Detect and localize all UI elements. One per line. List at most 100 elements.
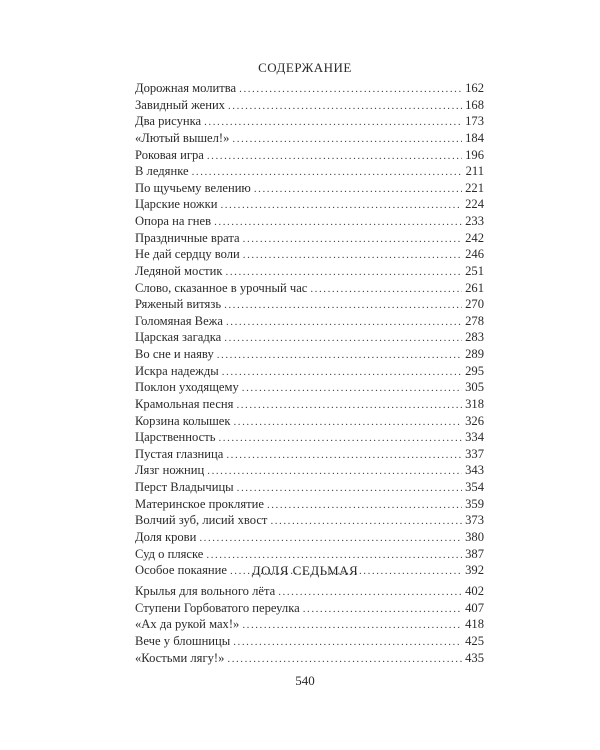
- toc-entry: Царские ножки 224: [135, 196, 484, 213]
- dot-leader: [218, 430, 462, 446]
- contents-heading: СОДЕРЖАНИЕ: [258, 60, 352, 75]
- toc-entry-page: 173: [465, 114, 484, 129]
- toc-entry-page: 196: [465, 147, 484, 162]
- dot-leader: [226, 264, 463, 280]
- toc-entry-page: 283: [465, 330, 484, 345]
- dot-leader: [278, 584, 462, 600]
- toc-entry-title: Материнское проклятие: [135, 496, 264, 511]
- toc-entry-title: Царская загадка: [135, 330, 222, 345]
- toc-entry: Во сне и наяву 289: [135, 346, 484, 363]
- toc-entry-title: Два рисунка: [135, 114, 202, 129]
- toc-entry-page: 242: [465, 230, 484, 245]
- toc-entry-page: 289: [465, 347, 484, 361]
- toc-entry-title: Голомяная Вежа: [135, 313, 223, 328]
- toc-entry-page: 387: [465, 546, 484, 561]
- toc-entry: «Костьми лягу!» 435: [135, 650, 484, 667]
- dot-leader: [224, 330, 462, 346]
- dot-leader: [243, 231, 462, 247]
- toc-entry-title: Особое покаяние: [135, 563, 227, 578]
- toc-entry: Ряженый витязь 270: [135, 296, 484, 313]
- toc-entry-title: В ледянке: [135, 164, 189, 179]
- toc-entry-title: Лязг ножниц: [135, 463, 205, 478]
- dot-leader: [243, 247, 462, 263]
- toc-entry-page: 435: [465, 650, 484, 665]
- toc-entry-page: 221: [465, 180, 484, 195]
- toc-entry: Пустая глазница 337: [135, 446, 484, 463]
- toc-entry: Слово, сказанное в урочный час 261: [135, 280, 484, 297]
- toc-entry: Вече у блошницы 425: [135, 633, 484, 650]
- toc-entry-title: Опора на гнев: [135, 214, 212, 228]
- toc-entry-title: Поклон уходящему: [135, 380, 239, 395]
- toc-entry-page: 261: [465, 280, 484, 295]
- toc-entry: Дорожная молитва 162: [135, 80, 484, 97]
- toc-entry-title: «Костьми лягу!»: [135, 650, 225, 665]
- toc-entry-title: Дорожная молитва: [135, 81, 237, 95]
- toc-entry-page: 354: [465, 480, 484, 494]
- toc-entry-title: Крамольная песня: [135, 396, 234, 411]
- toc-entry-title: Роковая игра: [135, 147, 204, 162]
- toc-entry-title: Перст Владычицы: [135, 480, 234, 494]
- toc-entry: В ледянке 211: [135, 163, 484, 180]
- toc-entry-page: 295: [465, 363, 484, 378]
- toc-entry-title: Ряженый витязь: [135, 297, 222, 312]
- toc-entry: Поклон уходящему 305: [135, 379, 484, 396]
- dot-leader: [233, 634, 462, 650]
- toc-entry-page: 326: [465, 413, 484, 428]
- toc-entry-page: 251: [465, 263, 484, 278]
- toc-entry-title: Доля крови: [135, 529, 197, 544]
- toc-entry-page: 407: [465, 600, 484, 615]
- toc-entry-page: 224: [465, 197, 484, 212]
- toc-entry-title: Суд о пляске: [135, 546, 204, 561]
- toc-entry: По щучьему велению 221: [135, 180, 484, 197]
- toc-entry-title: Не дай сердцу воли: [135, 247, 240, 262]
- dot-leader: [239, 81, 462, 97]
- toc-entry-title: Корзина колышек: [135, 413, 231, 428]
- toc-entry-page: 337: [465, 446, 484, 461]
- toc-entry-page: 334: [465, 430, 484, 445]
- toc-entry-title: По щучьему велению: [135, 180, 251, 195]
- dot-leader: [220, 197, 462, 213]
- toc-entry-title: Во сне и наяву: [135, 347, 214, 361]
- toc-entry-title: Ступени Горбоватого переулка: [135, 600, 300, 615]
- toc-entry-page: 270: [465, 297, 484, 312]
- toc-entry: Крылья для вольного лёта 402: [135, 583, 484, 600]
- toc-entry-title: Царские ножки: [135, 197, 218, 212]
- dot-leader: [217, 347, 462, 363]
- dot-leader: [214, 214, 462, 230]
- dot-leader: [270, 513, 462, 529]
- toc-entry-page: 246: [465, 247, 484, 262]
- dot-leader: [310, 281, 462, 297]
- dot-leader: [303, 601, 462, 617]
- toc-entry: Ступени Горбоватого переулка 407: [135, 600, 484, 617]
- toc-entry-page: 233: [465, 214, 484, 228]
- dot-leader: [207, 463, 462, 479]
- toc-entry-title: Слово, сказанное в урочный час: [135, 280, 308, 295]
- toc-entry: Материнское проклятие 359: [135, 496, 484, 513]
- toc-entry-title: Крылья для вольного лёта: [135, 584, 276, 598]
- toc-entry-page: 425: [465, 633, 484, 648]
- toc-entry: Волчий зуб, лисий хвост 373: [135, 512, 484, 529]
- dot-leader: [242, 380, 462, 396]
- dot-leader: [236, 397, 462, 413]
- toc-entry-title: Праздничные врата: [135, 230, 240, 245]
- toc-entry-page: 392: [465, 563, 484, 578]
- dot-leader: [226, 447, 462, 463]
- toc-entry: Лязг ножниц 343: [135, 462, 484, 479]
- toc-entry: Роковая игра 196: [135, 147, 484, 164]
- dot-leader: [232, 131, 462, 147]
- toc-entry-title: Царственность: [135, 430, 216, 445]
- dot-leader: [267, 497, 462, 513]
- dot-leader: [224, 297, 462, 313]
- toc-entry: Царская загадка 283: [135, 329, 484, 346]
- toc-entry: Особое покаяние 392: [135, 562, 484, 579]
- dot-leader: [254, 181, 462, 197]
- toc-entry: Крамольная песня 318: [135, 396, 484, 413]
- toc-entry: Суд о пляске 387: [135, 546, 484, 563]
- toc-entry-page: 278: [465, 313, 484, 328]
- toc-entry-title: «Ах да рукой мах!»: [135, 617, 240, 632]
- toc-entry-page: 168: [465, 97, 484, 112]
- dot-leader: [222, 364, 462, 380]
- dot-leader: [233, 414, 462, 430]
- toc-entry: Доля крови 380: [135, 529, 484, 546]
- toc-entry: «Ах да рукой мах!» 418: [135, 616, 484, 633]
